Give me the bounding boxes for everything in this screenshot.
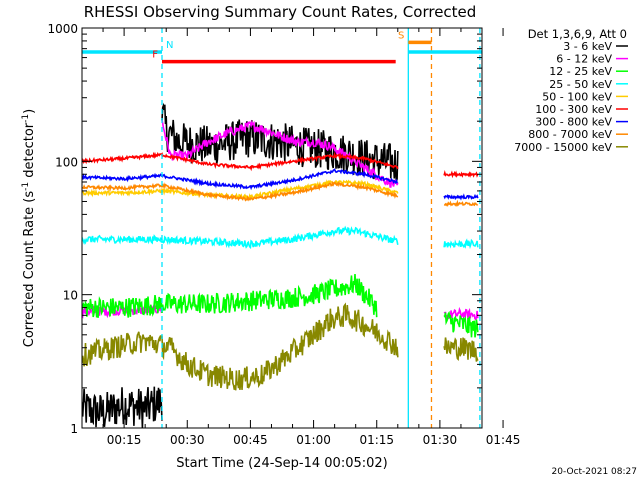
overlay-layer: NF S xyxy=(82,28,482,428)
legend-label-6: 300 - 800 keV xyxy=(535,116,612,129)
x-tick-label-5: 01:30 xyxy=(423,433,458,447)
legend-label-5: 100 - 300 keV xyxy=(535,103,612,116)
series-800-7000-kev-segment-1 xyxy=(443,199,479,208)
y-axis-label-end: ) xyxy=(22,109,37,114)
series-7000-15000-kev-segment-1 xyxy=(443,337,479,362)
plot-frame xyxy=(81,27,483,429)
x-tick-label-6: 01:45 xyxy=(486,433,521,447)
legend-label-4: 50 - 100 keV xyxy=(542,90,612,103)
legend-header: Det 1,3,6,9, Att 0 xyxy=(528,27,627,41)
flag-label-S: S xyxy=(398,30,404,41)
series-100-300-kev-segment-1 xyxy=(443,170,479,179)
series-800-7000-kev-segment-0 xyxy=(82,180,399,202)
series-12-25-kev-segment-1 xyxy=(443,310,479,338)
series-300-800-kev-segment-1 xyxy=(443,193,479,201)
legend-label-2: 12 - 25 keV xyxy=(549,65,612,78)
series-25-50-kev-segment-1 xyxy=(443,238,479,250)
y-tick-label-2: 100 xyxy=(55,155,78,169)
series-300-800-kev-segment-0 xyxy=(82,168,398,191)
x-tick-label-3: 01:00 xyxy=(296,433,331,447)
legend-label-3: 25 - 50 keV xyxy=(549,78,612,91)
y-tick-label-3: 1000 xyxy=(47,22,78,36)
y-tick-label-1: 10 xyxy=(63,289,78,303)
series-12-25-kev-segment-0 xyxy=(82,274,378,318)
series-100-300-kev-segment-0 xyxy=(82,151,399,172)
axis-layer: 00:15 00:30 00:45 01:00 01:15 01:30 01:45 1 10 10… xyxy=(47,22,520,447)
legend-label-0: 3 - 6 keV xyxy=(563,40,612,53)
series-7000-15000-kev-segment-0 xyxy=(82,302,399,391)
series-3-6-kev-segment-0 xyxy=(82,386,163,428)
y-axis-label: Corrected Count Rate (s-1 detector-1) xyxy=(21,109,37,347)
x-tick-label-2: 00:45 xyxy=(233,433,268,447)
y-tick-label-0: 1 xyxy=(70,422,78,436)
flag-label-F: F xyxy=(152,50,158,61)
y-axis-label-sup2: -1 xyxy=(21,114,31,123)
chart-title: RHESSI Observing Summary Count Rates, Co… xyxy=(84,3,477,21)
x-tick-label-0: 00:15 xyxy=(107,433,142,447)
series-layer xyxy=(82,102,479,428)
x-tick-label-4: 01:15 xyxy=(359,433,394,447)
x-tick-label-1: 00:30 xyxy=(170,433,205,447)
y-axis-label-sup1: -1 xyxy=(21,182,31,191)
y-axis-label-mid: detector xyxy=(22,122,37,182)
y-axis-label-main: Corrected Count Rate (s xyxy=(22,191,37,348)
series-50-100-kev-segment-0 xyxy=(82,179,399,202)
legend-label-8: 7000 - 15000 keV xyxy=(514,141,612,154)
legend-label-1: 6 - 12 keV xyxy=(556,53,612,66)
x-axis-label: Start Time (24-Sep-14 00:05:02) xyxy=(176,456,387,471)
timestamp: 20-Oct-2021 08:27 xyxy=(552,467,637,477)
flag-label-N: N xyxy=(166,40,173,51)
legend-label-7: 800 - 7000 keV xyxy=(528,128,612,141)
series-25-50-kev-segment-0 xyxy=(82,225,399,250)
